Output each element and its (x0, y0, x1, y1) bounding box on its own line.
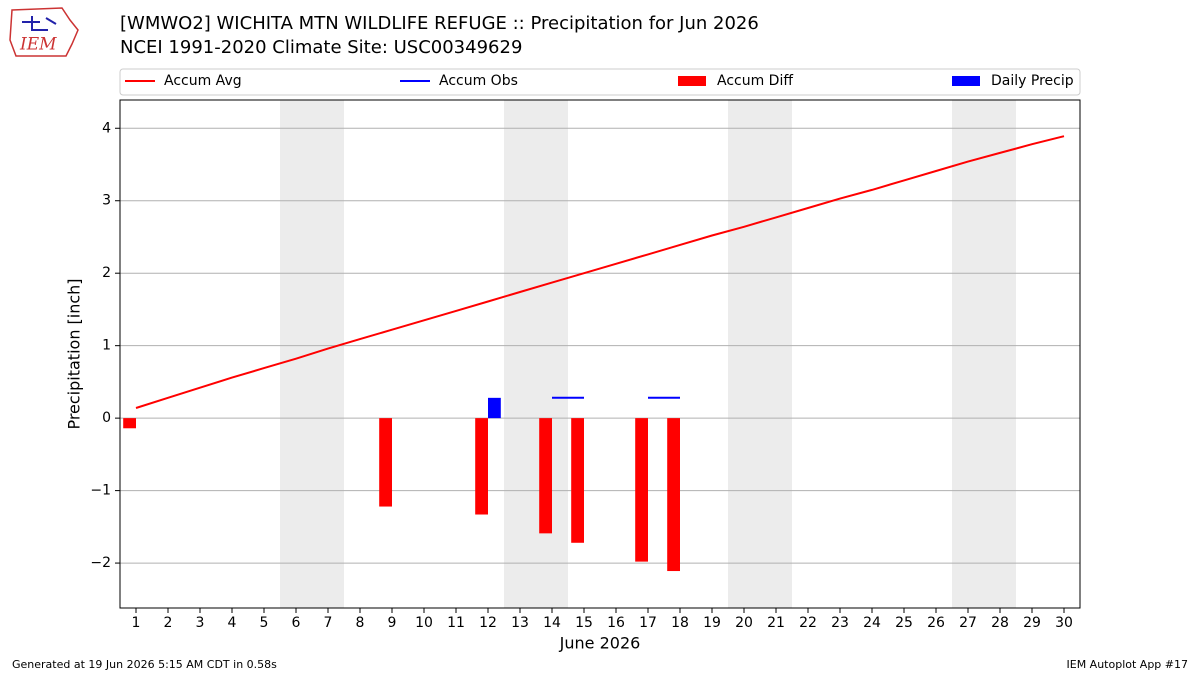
bar (475, 418, 488, 515)
legend-swatch (678, 76, 706, 86)
line (135, 135, 1065, 409)
bar (571, 418, 584, 543)
footer-right: IEM Autoplot App #17 (1067, 658, 1189, 671)
chart-subtitle: NCEI 1991-2020 Climate Site: USC00349629 (120, 37, 522, 58)
x-tick-label: 15 (575, 615, 593, 631)
weekend-shade (728, 100, 792, 608)
y-tick-label: 4 (102, 120, 111, 136)
x-tick-label: 9 (388, 615, 397, 631)
x-tick-label: 25 (895, 615, 913, 631)
x-tick-label: 6 (292, 615, 301, 631)
x-tick-label: 16 (607, 615, 625, 631)
x-tick-label: 19 (703, 615, 721, 631)
x-tick-label: 23 (831, 615, 849, 631)
x-tick-label: 20 (735, 615, 753, 631)
x-tick-label: 24 (863, 615, 881, 631)
chart-title: [WMWO2] WICHITA MTN WILDLIFE REFUGE :: P… (120, 13, 759, 34)
x-tick-label: 30 (1055, 615, 1073, 631)
legend-label: Daily Precip (991, 73, 1074, 89)
legend-label: Accum Diff (717, 73, 793, 89)
bar (123, 418, 136, 429)
x-tick-label: 11 (447, 615, 465, 631)
weekend-shade (952, 100, 1016, 608)
x-tick-label: 28 (991, 615, 1009, 631)
legend-box (119, 68, 1081, 96)
legend-swatch (952, 76, 980, 86)
y-tick-label: 0 (102, 410, 111, 426)
plot-frame (119, 99, 1081, 609)
x-tick-label: 22 (799, 615, 817, 631)
bar (379, 418, 392, 507)
logo-text: IEM (19, 35, 57, 55)
x-tick-label: 5 (260, 615, 269, 631)
x-tick-label: 12 (479, 615, 497, 631)
y-axis-label: Precipitation [inch] (65, 278, 84, 429)
x-axis-label: June 2026 (559, 634, 641, 653)
weekend-shade (504, 100, 568, 608)
x-tick-label: 2 (164, 615, 173, 631)
x-tick-label: 7 (324, 615, 333, 631)
x-tick-label: 13 (511, 615, 529, 631)
x-tick-label: 1 (132, 615, 141, 631)
y-tick-label: 3 (102, 193, 111, 209)
x-tick-label: 26 (927, 615, 945, 631)
x-tick-label: 21 (767, 615, 785, 631)
footer-left: Generated at 19 Jun 2026 5:15 AM CDT in … (12, 658, 277, 671)
logo-outline (9, 7, 79, 57)
x-tick-label: 27 (959, 615, 977, 631)
x-tick-label: 17 (639, 615, 657, 631)
bar (667, 418, 680, 572)
bar (539, 418, 552, 534)
y-tick-label: 1 (102, 338, 111, 354)
legend-label: Accum Avg (164, 73, 242, 89)
x-tick-label: 18 (671, 615, 689, 631)
x-tick-label: 10 (415, 615, 433, 631)
x-tick-label: 3 (196, 615, 205, 631)
y-tick-label: 2 (102, 265, 111, 281)
y-tick-label: −2 (90, 555, 111, 571)
y-tick-label: −1 (90, 483, 111, 499)
x-tick-label: 29 (1023, 615, 1041, 631)
legend-label: Accum Obs (439, 73, 518, 89)
x-tick-label: 4 (228, 615, 237, 631)
bar (635, 418, 648, 562)
x-tick-label: 8 (356, 615, 365, 631)
logo: IEM (9, 7, 79, 57)
logo-icon (22, 16, 57, 31)
x-tick-label: 14 (543, 615, 561, 631)
bar (488, 397, 501, 419)
